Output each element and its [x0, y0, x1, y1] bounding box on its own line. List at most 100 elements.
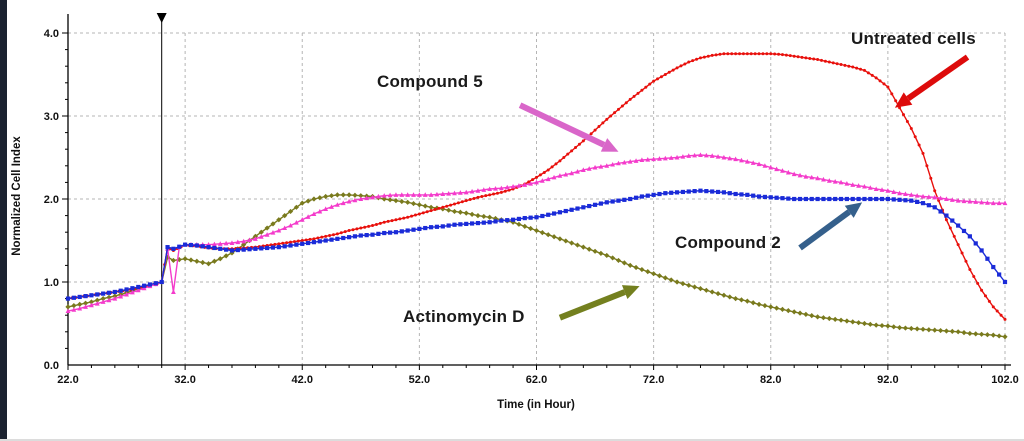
series-marker: [985, 256, 990, 261]
series-marker: [285, 241, 289, 245]
series-marker: [346, 192, 352, 198]
series-marker: [722, 52, 726, 56]
series-marker: [386, 219, 390, 223]
series-marker: [885, 188, 891, 193]
series-marker: [827, 196, 832, 202]
series-marker: [879, 322, 885, 329]
series-marker: [468, 198, 472, 202]
series-marker: [891, 197, 896, 202]
series-marker: [938, 195, 943, 201]
series-marker: [741, 52, 745, 56]
series-marker: [554, 162, 558, 166]
series-marker: [452, 222, 457, 227]
series-marker: [446, 207, 452, 213]
series-marker: [667, 70, 671, 74]
series-marker: [604, 200, 609, 205]
series-marker: [674, 279, 680, 285]
series-marker: [405, 228, 410, 233]
series-marker: [686, 282, 692, 288]
series-marker: [387, 230, 393, 235]
series-marker: [411, 227, 416, 232]
series-marker: [498, 185, 504, 191]
series-marker: [773, 52, 777, 56]
series-marker: [503, 189, 507, 193]
series-marker: [481, 213, 487, 220]
series-marker: [475, 188, 481, 193]
series-marker: [979, 199, 984, 205]
series-marker: [809, 196, 814, 202]
series-marker: [639, 266, 645, 273]
series-marker: [287, 208, 294, 215]
series-marker: [457, 209, 463, 215]
series-marker: [909, 198, 914, 203]
series-marker: [586, 246, 592, 252]
series-marker: [410, 214, 414, 218]
series-marker: [984, 332, 991, 338]
series-marker: [328, 193, 335, 199]
series-marker: [784, 53, 788, 57]
series-marker: [835, 62, 839, 66]
series-marker: [633, 158, 639, 163]
series-marker: [812, 57, 816, 61]
x-tick-label: 82.0: [760, 374, 781, 386]
series-marker: [662, 155, 668, 161]
series-marker: [692, 284, 698, 290]
y-axis-title: Normalized Cell Index: [11, 136, 23, 256]
series-marker: [580, 167, 586, 172]
series-marker: [557, 236, 563, 242]
series-marker: [188, 242, 194, 248]
series-marker: [610, 199, 615, 204]
series-marker: [94, 297, 100, 303]
series-marker: [651, 271, 657, 277]
series-marker: [339, 231, 343, 235]
series-marker: [640, 88, 644, 92]
series-marker: [106, 297, 112, 303]
series-marker: [469, 188, 475, 194]
series-marker: [546, 168, 550, 172]
series-marker: [844, 318, 850, 324]
series-marker: [343, 230, 347, 234]
series-marker: [870, 73, 874, 77]
series-marker: [212, 245, 217, 251]
series-marker: [800, 55, 804, 59]
series-marker: [879, 196, 885, 202]
series-marker: [434, 205, 440, 211]
series-marker: [1002, 279, 1008, 285]
series-marker: [534, 179, 539, 185]
series-marker: [921, 151, 925, 155]
series-marker: [528, 181, 534, 186]
annotation-arrow: [518, 102, 606, 148]
series-marker: [657, 191, 662, 197]
series-marker: [768, 304, 774, 310]
series-marker: [300, 239, 304, 242]
series-marker: [488, 193, 492, 197]
series-marker: [943, 328, 950, 334]
series-marker: [768, 164, 774, 170]
series-marker: [176, 256, 182, 263]
series-marker: [493, 219, 498, 224]
series-marker: [475, 213, 481, 219]
series-marker: [428, 225, 434, 230]
series-marker: [774, 305, 780, 311]
series-marker: [621, 260, 627, 266]
series-marker: [487, 186, 493, 192]
series-marker: [683, 62, 687, 66]
series-marker: [374, 222, 378, 226]
series-marker: [627, 262, 633, 268]
series-marker: [253, 246, 258, 251]
series-marker: [756, 301, 762, 308]
series-marker: [917, 143, 921, 147]
series-marker: [311, 196, 317, 202]
series-marker: [363, 225, 367, 229]
series-marker: [312, 237, 316, 241]
series-marker: [381, 193, 387, 198]
series-marker: [891, 324, 897, 330]
series-marker: [627, 159, 633, 164]
series-marker: [955, 329, 961, 335]
series-marker: [686, 153, 692, 158]
series-marker: [908, 325, 914, 332]
series-marker: [973, 331, 979, 337]
series-marker: [346, 198, 352, 204]
series-marker: [879, 187, 885, 192]
